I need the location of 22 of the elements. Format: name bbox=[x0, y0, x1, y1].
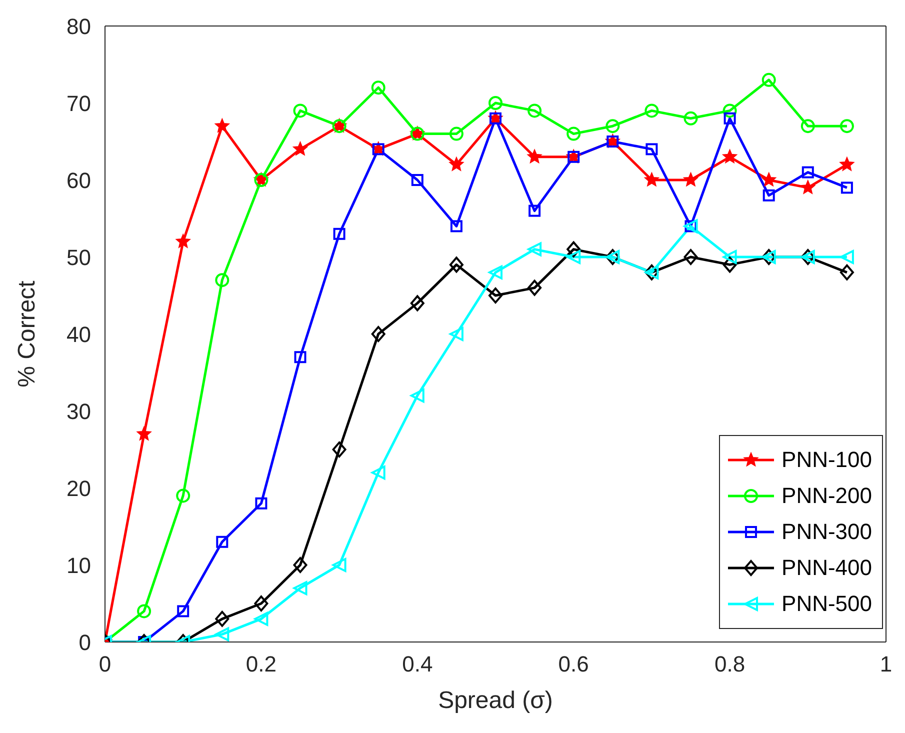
y-tick-label: 60 bbox=[66, 168, 91, 193]
legend-label: PNN-300 bbox=[782, 519, 872, 545]
y-tick-label: 10 bbox=[66, 552, 91, 578]
x-tick-label: 0.8 bbox=[714, 652, 746, 677]
x-tick-label: 0.6 bbox=[558, 652, 589, 677]
x-tick-label: 0 bbox=[98, 652, 112, 677]
x-axis-title: Spread (σ) bbox=[438, 687, 553, 714]
y-tick-label: 50 bbox=[66, 244, 91, 270]
y-tick-label: 80 bbox=[66, 14, 91, 39]
y-tick-label: 40 bbox=[66, 322, 91, 347]
y-tick-label: 0 bbox=[78, 630, 91, 655]
legend-label: PNN-200 bbox=[782, 483, 872, 509]
y-tick-label: 30 bbox=[66, 398, 91, 424]
legend-label: PNN-500 bbox=[782, 591, 872, 617]
y-tick-label: 20 bbox=[66, 476, 91, 501]
legend-label: PNN-100 bbox=[782, 447, 872, 473]
legend-label: PNN-400 bbox=[782, 555, 872, 581]
y-axis-title: % Correct bbox=[14, 280, 41, 388]
y-tick-label: 70 bbox=[66, 90, 91, 116]
x-tick-label: 0.4 bbox=[402, 652, 433, 677]
x-tick-label: 1 bbox=[880, 652, 892, 677]
x-tick-label: 0.2 bbox=[246, 652, 276, 677]
